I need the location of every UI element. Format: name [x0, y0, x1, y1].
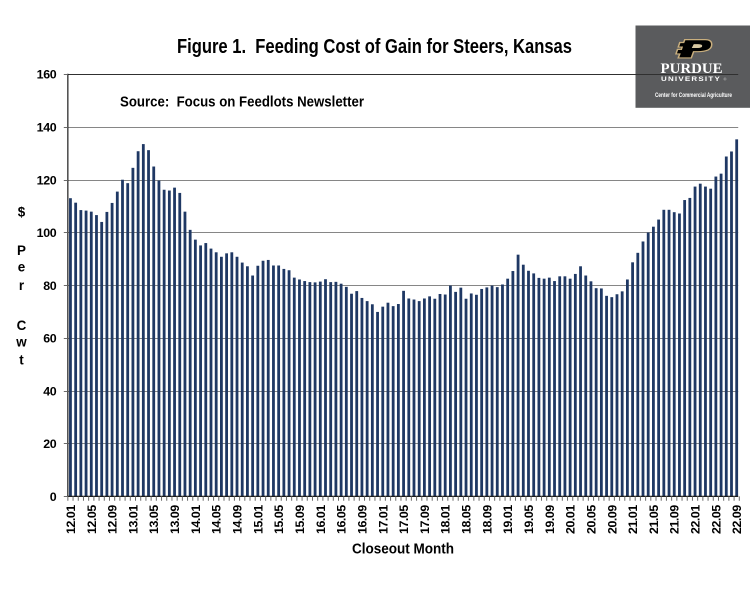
svg-text:0: 0	[50, 490, 57, 504]
svg-text:140: 140	[37, 121, 57, 135]
svg-text:12.01: 12.01	[64, 505, 78, 534]
svg-text:C: C	[17, 318, 27, 333]
svg-text:14.09: 14.09	[231, 505, 245, 534]
svg-text:100: 100	[37, 226, 57, 240]
svg-text:18.05: 18.05	[460, 505, 474, 534]
svg-text:13.01: 13.01	[126, 505, 140, 534]
svg-text:Figure 1. Feeding Cost of Gai: Figure 1. Feeding Cost of Gain for Steer…	[177, 36, 572, 58]
svg-text:17.09: 17.09	[418, 505, 432, 534]
svg-text:P: P	[17, 243, 26, 258]
svg-text:12.05: 12.05	[85, 505, 99, 534]
svg-text:80: 80	[43, 279, 57, 293]
svg-text:14.05: 14.05	[210, 505, 224, 534]
svg-text:21.01: 21.01	[626, 505, 640, 534]
svg-text:r: r	[19, 278, 25, 293]
svg-text:$: $	[18, 204, 26, 219]
svg-text:20.01: 20.01	[564, 505, 578, 534]
svg-text:17.01: 17.01	[376, 505, 390, 534]
svg-text:18.09: 18.09	[480, 505, 494, 534]
svg-text:15.09: 15.09	[293, 505, 307, 534]
svg-text:22.05: 22.05	[709, 505, 723, 534]
svg-text:e: e	[18, 260, 25, 275]
svg-text:16.09: 16.09	[355, 505, 369, 534]
svg-text:120: 120	[37, 173, 57, 187]
svg-text:Center for Commercial Agricult: Center for Commercial Agriculture	[655, 92, 732, 99]
svg-text:19.09: 19.09	[543, 505, 557, 534]
svg-text:16.01: 16.01	[314, 505, 328, 534]
svg-text:21.05: 21.05	[647, 505, 661, 534]
svg-text:13.05: 13.05	[147, 505, 161, 534]
svg-text:UNIVERSITY: UNIVERSITY	[661, 76, 721, 83]
svg-text:t: t	[19, 353, 24, 368]
svg-text:PURDUE: PURDUE	[661, 61, 723, 77]
svg-text:160: 160	[37, 68, 57, 82]
svg-text:w: w	[15, 334, 27, 349]
svg-text:12.09: 12.09	[106, 505, 120, 534]
svg-text:40: 40	[43, 384, 57, 398]
svg-text:18.01: 18.01	[439, 505, 453, 534]
svg-text:13.09: 13.09	[168, 505, 182, 534]
svg-text:19.01: 19.01	[501, 505, 515, 534]
svg-text:Closeout Month: Closeout Month	[352, 541, 454, 558]
svg-text:®: ®	[724, 77, 727, 82]
svg-text:21.09: 21.09	[668, 505, 682, 534]
svg-text:15.01: 15.01	[251, 505, 265, 534]
svg-text:17.05: 17.05	[397, 505, 411, 534]
svg-text:20: 20	[43, 437, 57, 451]
svg-text:15.05: 15.05	[272, 505, 286, 534]
svg-text:Source: Focus on Feedlots New: Source: Focus on Feedlots Newsletter	[120, 94, 364, 111]
svg-text:22.09: 22.09	[730, 505, 744, 534]
svg-text:20.05: 20.05	[584, 505, 598, 534]
svg-text:20.09: 20.09	[605, 505, 619, 534]
svg-text:14.01: 14.01	[189, 505, 203, 534]
svg-text:19.05: 19.05	[522, 505, 536, 534]
svg-text:60: 60	[43, 332, 57, 346]
svg-text:22.01: 22.01	[689, 505, 703, 534]
svg-text:16.05: 16.05	[335, 505, 349, 534]
